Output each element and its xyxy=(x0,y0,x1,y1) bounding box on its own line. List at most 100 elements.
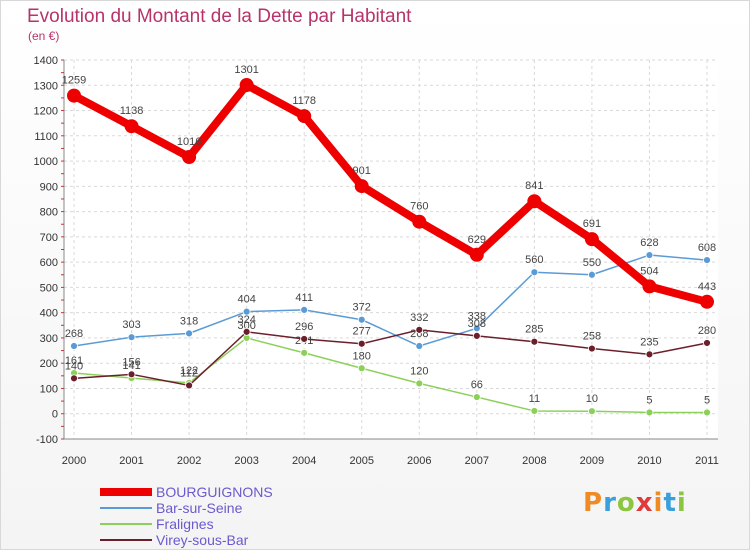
data-point xyxy=(703,256,711,265)
data-point xyxy=(185,381,193,390)
data-point xyxy=(645,350,654,359)
data-label: 180 xyxy=(353,350,371,362)
y-tick-label: 1100 xyxy=(34,131,58,143)
data-label: 66 xyxy=(471,379,483,391)
chart-subtitle: (en €) xyxy=(28,29,60,43)
data-point xyxy=(415,342,424,350)
data-label: 1016 xyxy=(177,136,201,148)
data-point xyxy=(357,339,366,348)
x-tick-label: 2003 xyxy=(234,455,258,467)
data-point xyxy=(185,329,193,338)
data-label: 258 xyxy=(583,331,601,343)
legend-swatch xyxy=(100,488,152,496)
data-point xyxy=(415,379,424,388)
data-label: 760 xyxy=(410,201,428,213)
y-tick-label: -100 xyxy=(36,434,58,446)
data-label: 372 xyxy=(353,302,371,314)
y-tick-label: 600 xyxy=(40,257,58,269)
data-point xyxy=(530,407,539,415)
data-label: 504 xyxy=(640,265,658,277)
data-label: 443 xyxy=(698,281,716,293)
data-point xyxy=(584,232,599,247)
data-label: 11 xyxy=(529,393,540,405)
data-point xyxy=(472,324,481,333)
x-tick-label: 2008 xyxy=(522,455,546,467)
legend-swatch xyxy=(100,539,152,541)
data-point xyxy=(354,179,369,194)
data-label: 303 xyxy=(122,319,140,331)
data-point xyxy=(472,393,481,401)
data-point xyxy=(527,194,542,209)
data-label: 296 xyxy=(295,321,313,333)
data-label: 1138 xyxy=(120,105,144,117)
data-point xyxy=(182,150,197,165)
data-label: 10 xyxy=(586,393,598,405)
data-point xyxy=(357,315,366,324)
y-tick-label: 1000 xyxy=(34,156,58,168)
x-tick-label: 2002 xyxy=(177,455,201,467)
data-label: 324 xyxy=(237,314,255,326)
legend-swatch xyxy=(100,507,152,509)
x-tick-label: 2011 xyxy=(695,455,719,467)
data-point xyxy=(412,214,427,229)
data-point xyxy=(300,348,309,357)
data-point xyxy=(700,294,714,309)
data-label: 285 xyxy=(525,324,543,336)
data-point xyxy=(645,408,654,417)
x-tick-label: 2001 xyxy=(119,455,143,467)
series-line-BOURGUIGNONS xyxy=(70,81,711,306)
series-line-Fralignes xyxy=(73,337,708,414)
data-point xyxy=(530,268,539,277)
data-label: 280 xyxy=(698,325,716,337)
data-point xyxy=(357,364,366,373)
data-label: 691 xyxy=(583,218,601,230)
y-tick-label: 1200 xyxy=(34,106,58,118)
data-point xyxy=(70,342,78,350)
series-line-Virey-sous-Bar xyxy=(73,329,708,387)
y-tick-label: 400 xyxy=(40,308,58,320)
data-label: 338 xyxy=(468,310,486,322)
data-point xyxy=(703,339,711,347)
data-label: 308 xyxy=(468,318,486,330)
data-label: 404 xyxy=(237,294,255,306)
data-label: 112 xyxy=(180,367,198,379)
x-tick-label: 2000 xyxy=(62,455,86,467)
data-label: 1178 xyxy=(292,95,316,107)
y-tick-label: 0 xyxy=(52,409,58,421)
data-label: 161 xyxy=(65,355,83,367)
y-tick-label: 500 xyxy=(40,282,58,294)
data-point xyxy=(297,109,312,124)
data-point xyxy=(645,251,654,259)
data-label: 411 xyxy=(295,292,313,304)
data-point xyxy=(300,335,309,343)
data-label: 1259 xyxy=(62,75,86,87)
legend-swatch xyxy=(100,523,152,525)
data-label: 628 xyxy=(640,237,658,249)
x-tick-label: 2006 xyxy=(407,455,431,467)
data-point xyxy=(127,370,136,379)
data-label: 141 xyxy=(122,360,140,372)
data-label: 318 xyxy=(180,315,198,327)
data-label: 841 xyxy=(525,180,543,192)
legend-label: Bar-sur-Seine xyxy=(156,500,243,516)
plot-area xyxy=(64,60,718,439)
y-tick-label: 700 xyxy=(40,232,58,244)
data-point xyxy=(300,305,309,314)
data-point xyxy=(127,333,136,342)
x-tick-label: 2007 xyxy=(465,455,489,467)
data-label: 5 xyxy=(646,394,652,406)
proxiti-logo: Proxiti xyxy=(583,488,687,518)
data-point xyxy=(124,119,139,134)
data-label: 120 xyxy=(410,365,428,377)
data-point xyxy=(242,307,251,316)
data-point xyxy=(415,325,424,334)
data-label: 629 xyxy=(468,234,486,246)
data-point xyxy=(242,327,251,336)
series-line-Bar-sur-Seine xyxy=(73,254,708,347)
data-label: 122 xyxy=(180,365,198,377)
data-point xyxy=(70,374,78,383)
data-label: 5 xyxy=(704,394,710,406)
legend-label: Virey-sous-Bar xyxy=(156,532,249,548)
data-label: 300 xyxy=(237,320,255,332)
